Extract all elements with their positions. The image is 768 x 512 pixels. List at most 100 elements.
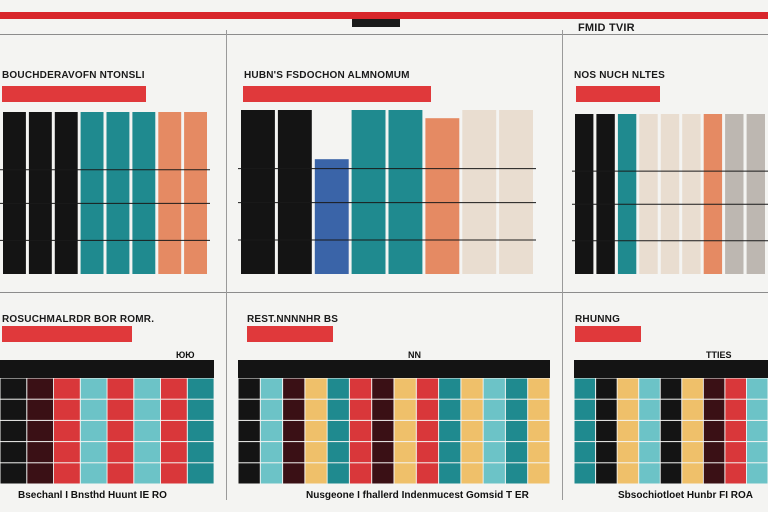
bar-4-0 [725,114,744,274]
heatmap-cell-3-0 [305,378,327,399]
heatmap-cell-10-0 [461,378,483,399]
bar-0-0 [241,110,275,274]
heatmap-cell-5-4 [134,463,161,484]
heatmap-cell-1-4 [27,463,54,484]
panel-4-chart [0,360,214,484]
heatmap-cell-2-0 [283,378,305,399]
heatmap-cell-0-3 [238,442,260,463]
heatmap-cell-7-4 [725,463,746,484]
divider-middle [0,292,768,293]
heatmap-cell-6-1 [372,399,394,420]
heatmap-cell-2-1 [617,399,639,420]
panel-5-title: REST.NNNNHR BS [247,314,339,325]
heatmap-cell-8-1 [416,399,439,420]
heatmap-header [0,360,214,378]
heatmap-cell-3-0 [639,378,660,399]
heatmap-cell-6-3 [703,442,725,463]
heatmap-cell-12-4 [505,463,528,484]
heatmap-cell-1-0 [596,378,617,399]
heatmap-cell-6-4 [372,463,394,484]
heatmap-cell-2-1 [283,399,305,420]
heatmap-cell-7-3 [187,442,214,463]
bar-3-0 [703,114,723,274]
heatmap-cell-7-0 [394,378,416,399]
panel-4-scale: ЮЮ [176,350,195,360]
heatmap-cell-3-2 [305,420,327,442]
heatmap-cell-6-0 [372,378,394,399]
bar-1-1 [106,112,130,274]
heatmap-cell-8-0 [416,378,439,399]
heatmap-cell-4-2 [660,420,682,442]
bar-2-0 [351,110,386,274]
heatmap-cell-10-3 [461,442,483,463]
heatmap-cell-0-2 [574,420,596,442]
heatmap-cell-3-2 [80,420,107,442]
heatmap-cell-10-2 [461,420,483,442]
heatmap-cell-7-4 [394,463,416,484]
heatmap-cell-2-3 [54,442,80,463]
bar-1-0 [314,159,349,274]
heatmap-header [238,360,550,378]
heatmap-cell-0-2 [0,420,27,442]
heatmap-cell-0-3 [574,442,596,463]
heatmap-cell-8-4 [416,463,439,484]
panel-5-banner [247,326,333,342]
heatmap-cell-8-1 [746,399,768,420]
heatmap-cell-5-0 [134,378,161,399]
bar-4-0 [462,110,497,274]
heatmap-cell-1-1 [27,399,54,420]
heatmap-cell-8-0 [746,378,768,399]
panel-2-title: HUBN'S FSDOCHON ALMNOMUM [244,70,410,81]
panel-3-banner [576,86,660,102]
heatmap-cell-3-1 [305,399,327,420]
heatmap-cell-12-0 [505,378,528,399]
heatmap-cell-4-1 [327,399,349,420]
heatmap-cell-1-3 [27,442,54,463]
heatmap-cell-10-4 [461,463,483,484]
heatmap-cell-8-3 [416,442,439,463]
heatmap-cell-8-2 [746,420,768,442]
heatmap-cell-4-3 [327,442,349,463]
panel-5-chart [238,360,550,484]
bar-0-2 [54,112,78,274]
heatmap-cell-12-2 [505,420,528,442]
top-right-title: FMID TVIR [578,22,635,34]
heatmap-cell-6-4 [161,463,187,484]
heatmap-cell-7-2 [187,420,214,442]
heatmap-cell-1-4 [596,463,617,484]
heatmap-cell-5-1 [134,399,161,420]
heatmap-cell-6-3 [161,442,187,463]
heatmap-cell-5-3 [682,442,703,463]
heatmap-cell-12-3 [505,442,528,463]
heatmap-cell-11-2 [483,420,505,442]
heatmap-cell-9-2 [439,420,461,442]
panel-6-banner [575,326,641,342]
heatmap-cell-5-1 [682,399,703,420]
heatmap-cell-13-3 [528,442,550,463]
heatmap-cell-4-0 [660,378,682,399]
heatmap-cell-0-3 [0,442,27,463]
heatmap-cell-7-1 [187,399,214,420]
heatmap-cell-11-0 [483,378,505,399]
heatmap-cell-6-1 [161,399,187,420]
bar-2-0 [158,112,182,274]
panel-2-banner [243,86,431,102]
heatmap-cell-6-0 [161,378,187,399]
heatmap-cell-9-4 [439,463,461,484]
heatmap-cell-4-3 [107,442,134,463]
top-accent-bar [0,12,768,19]
heatmap-cell-0-1 [0,399,27,420]
heatmap-cell-2-2 [54,420,80,442]
heatmap-cell-4-2 [107,420,134,442]
panel-4-footer: Bsechanl I Bnsthd Huunt IE RO [18,490,167,501]
heatmap-cell-2-4 [617,463,639,484]
heatmap-cell-1-3 [260,442,283,463]
heatmap-cell-0-1 [574,399,596,420]
heatmap-cell-7-0 [187,378,214,399]
heatmap-cell-4-3 [660,442,682,463]
bar-4-1 [746,114,765,274]
panel-1-banner [2,86,146,102]
heatmap-cell-3-3 [305,442,327,463]
panel-6-footer: Sbsochiotloet Hunbr FI ROA [618,490,753,501]
heatmap-cell-6-2 [703,420,725,442]
